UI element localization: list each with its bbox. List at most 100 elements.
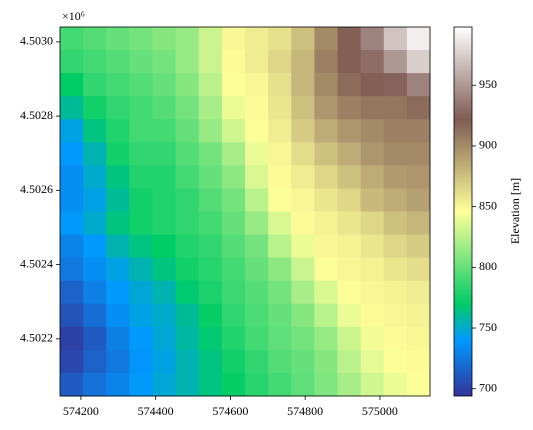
cell — [291, 326, 315, 351]
cell — [406, 349, 431, 374]
cell — [291, 50, 315, 74]
x-tick-label: 575000 — [362, 404, 398, 418]
cell — [268, 50, 292, 74]
cell — [360, 73, 385, 97]
cell — [60, 119, 84, 143]
cell — [406, 257, 431, 282]
cell — [83, 27, 107, 51]
cell — [83, 165, 107, 189]
cell — [106, 96, 130, 120]
cell — [152, 119, 177, 143]
cell — [337, 372, 362, 397]
y-tick-label: 4.5022 — [20, 331, 53, 345]
cell — [60, 326, 84, 351]
cell — [360, 211, 385, 236]
cell — [129, 303, 153, 328]
cell — [198, 142, 223, 166]
cell — [314, 119, 338, 143]
cell — [337, 142, 362, 166]
cell — [268, 27, 292, 51]
cell — [198, 27, 223, 51]
cell — [175, 257, 200, 282]
cell — [291, 96, 315, 120]
cell — [129, 119, 153, 143]
colorbar-tick-label: 700 — [479, 380, 497, 394]
cell — [83, 234, 107, 259]
y-tick-label: 4.5026 — [20, 182, 53, 196]
cell — [383, 234, 408, 259]
cell — [106, 27, 130, 51]
cell — [152, 73, 177, 97]
cell — [106, 326, 130, 351]
heatmap — [60, 27, 431, 397]
cell — [60, 96, 84, 120]
cell — [221, 372, 246, 397]
cell — [129, 27, 153, 51]
cell — [291, 73, 315, 97]
cell — [198, 280, 223, 305]
cell — [337, 27, 362, 51]
cell — [106, 234, 130, 259]
cell — [152, 27, 177, 51]
cell — [129, 50, 153, 74]
cell — [291, 142, 315, 166]
cell — [245, 303, 269, 328]
cell — [314, 165, 338, 189]
cell — [268, 372, 292, 397]
cell — [106, 211, 130, 236]
cell — [221, 119, 246, 143]
cell — [83, 211, 107, 236]
cell — [383, 326, 408, 351]
cell — [360, 349, 385, 374]
cell — [245, 326, 269, 351]
cell — [152, 349, 177, 374]
cell — [175, 349, 200, 374]
cell — [360, 257, 385, 282]
cell — [406, 211, 431, 236]
cell — [337, 96, 362, 120]
colorbar-label: Elevation [m] — [508, 178, 522, 244]
cell — [337, 119, 362, 143]
cell — [83, 326, 107, 351]
cell — [198, 211, 223, 236]
cell — [175, 96, 200, 120]
cell — [406, 165, 431, 189]
cell — [314, 73, 338, 97]
cell — [360, 50, 385, 74]
cell — [268, 119, 292, 143]
cell — [175, 142, 200, 166]
cell — [129, 211, 153, 236]
cell — [83, 119, 107, 143]
cell — [106, 73, 130, 97]
cell — [268, 73, 292, 97]
cell — [175, 372, 200, 397]
y-offset-label: ×10⁶ — [62, 9, 85, 23]
cell — [406, 119, 431, 143]
cell — [406, 27, 431, 51]
cell — [406, 303, 431, 328]
cell — [245, 188, 269, 212]
cell — [60, 50, 84, 74]
cell — [314, 303, 338, 328]
cell — [198, 188, 223, 212]
cell — [221, 27, 246, 51]
cell — [314, 142, 338, 166]
cell — [152, 50, 177, 74]
cell — [383, 27, 408, 51]
cell — [268, 257, 292, 282]
cell — [406, 234, 431, 259]
cell — [245, 211, 269, 236]
cell — [60, 257, 84, 282]
cell — [175, 119, 200, 143]
cell — [314, 326, 338, 351]
colorbar-tick-label: 900 — [479, 138, 497, 152]
cell — [60, 372, 84, 397]
cell — [198, 165, 223, 189]
cell — [245, 165, 269, 189]
cell — [314, 372, 338, 397]
cell — [383, 349, 408, 374]
cell — [175, 50, 200, 74]
cell — [60, 188, 84, 212]
cell — [245, 372, 269, 397]
cell — [337, 165, 362, 189]
